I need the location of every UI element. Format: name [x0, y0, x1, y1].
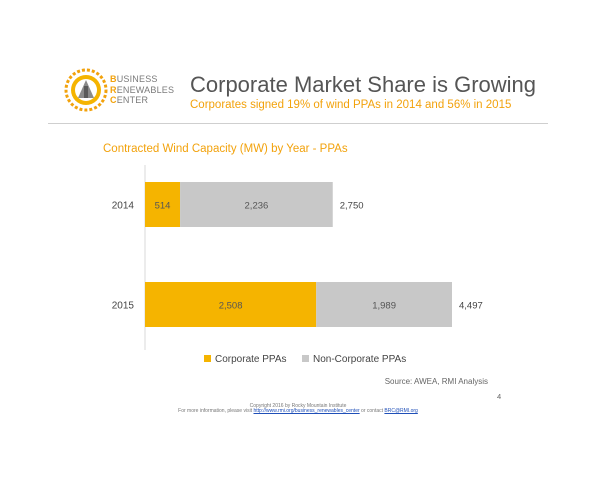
- bar-2014-series-1: [145, 182, 181, 227]
- source-note: Source: AWEA, RMI Analysis: [384, 377, 488, 386]
- bar-2015-series-1: [145, 282, 317, 327]
- total-label-2015: 4,497: [459, 301, 483, 312]
- slide-subtitle: Corporates signed 19% of wind PPAs in 20…: [190, 99, 512, 111]
- total-label-2014: 2,750: [340, 201, 364, 212]
- data-label-2015-series-1: 2,508: [219, 301, 243, 312]
- data-label-2015-series-2: 1,989: [372, 301, 396, 312]
- legend-swatch-2: [302, 355, 309, 362]
- brc-logo-text: BUSINESS RENEWABLES CENTER: [110, 74, 174, 106]
- brc-email-link[interactable]: BRC@RMI.org: [384, 408, 418, 414]
- brc-logo-icon: [64, 68, 108, 112]
- page-number: 4: [497, 392, 502, 401]
- slide-title: Corporate Market Share is Growing: [190, 72, 537, 97]
- stacked-bar-chart: 2014 514 2,236 2,750 2015 2,508 1,989 4,497 Corp…: [112, 165, 483, 365]
- data-label-2014-series-2: 2,236: [245, 201, 269, 212]
- logo-line-1: BUSINESS: [110, 74, 158, 84]
- bar-2015-series-2: [316, 282, 452, 327]
- legend-swatch-1: [204, 355, 211, 362]
- copyright-note: Copyright 2016 by Rocky Mountain Institu…: [249, 403, 347, 409]
- category-label-2014: 2014: [112, 201, 135, 212]
- category-label-2015: 2015: [112, 301, 135, 312]
- logo-line-2: RENEWABLES: [110, 84, 175, 95]
- data-label-2014-series-1: 514: [155, 201, 171, 212]
- legend-label-1: Corporate PPAs: [215, 354, 287, 365]
- legend-label-2: Non-Corporate PPAs: [313, 354, 406, 365]
- chart-title: Contracted Wind Capacity (MW) by Year - …: [103, 143, 348, 155]
- footer-info: For more information, please visit http:…: [178, 408, 418, 414]
- rmi-link[interactable]: http://www.rmi.org/business_renewables_c…: [253, 408, 360, 414]
- logo-line-3: CENTER: [110, 95, 149, 105]
- bar-2014-series-2: [180, 182, 333, 227]
- header-divider: [48, 123, 548, 124]
